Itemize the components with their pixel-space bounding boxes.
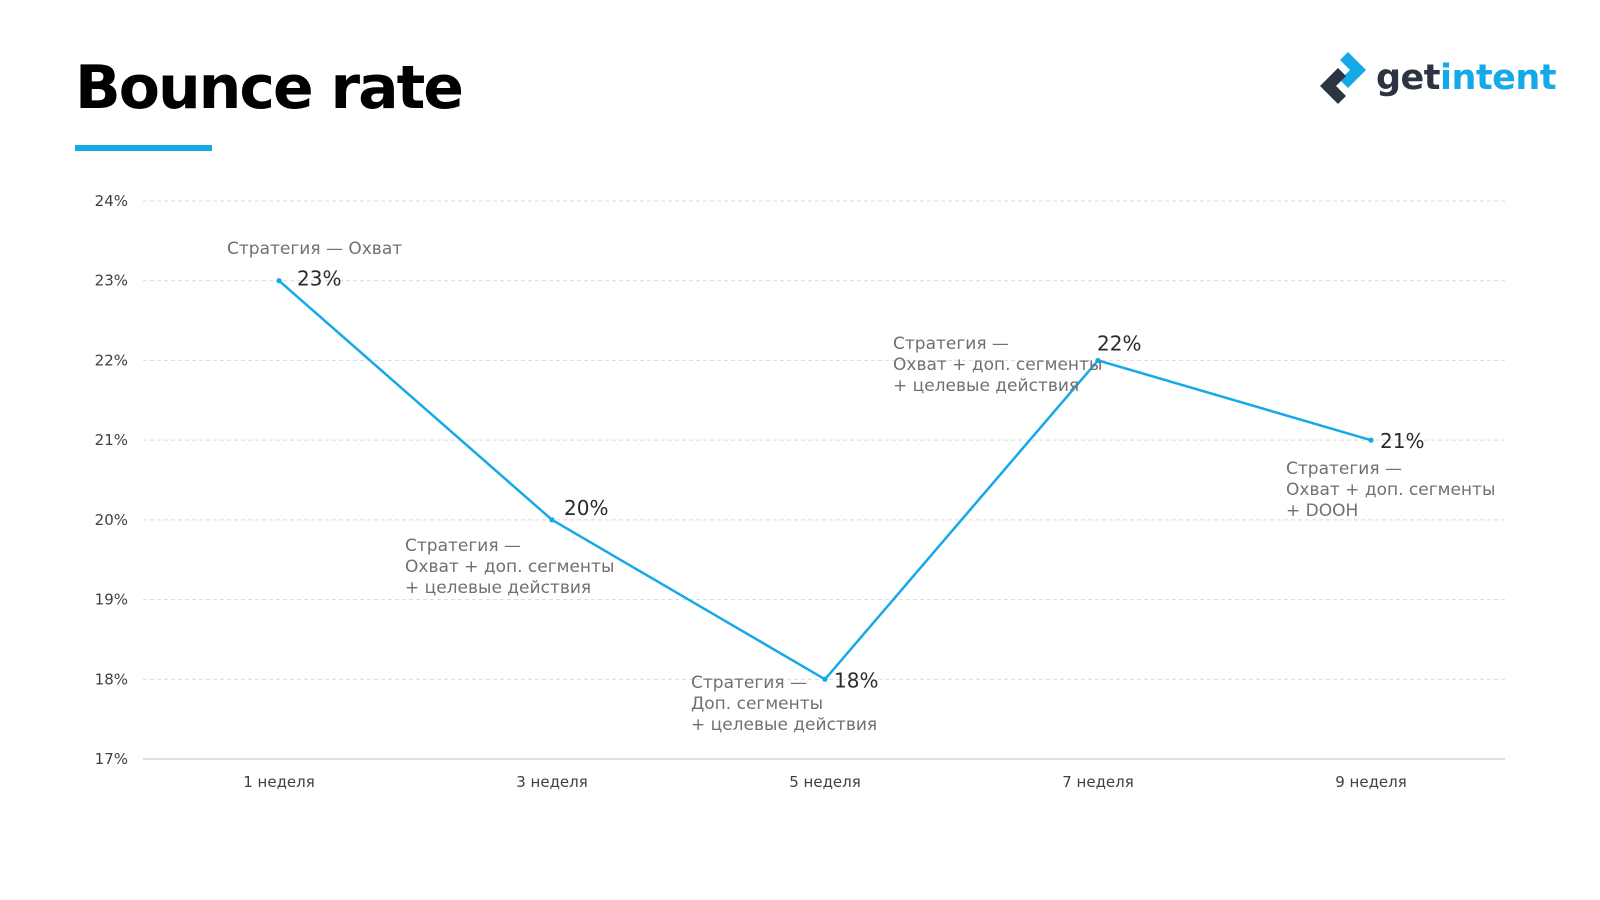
data-label: 20%	[564, 496, 608, 520]
strategy-annotation: Стратегия — Доп. сегменты + целевые действ…	[691, 673, 877, 735]
data-label: 21%	[1380, 429, 1424, 453]
y-tick-label: 20%	[95, 511, 128, 529]
data-label: 23%	[297, 267, 341, 291]
strategy-annotation: Стратегия — Охват + доп. сегменты + DOOH	[1286, 459, 1495, 521]
title-underline	[75, 145, 212, 151]
x-tick-label: 7 неделя	[1062, 773, 1134, 791]
series-line	[278, 279, 1372, 681]
strategy-annotation: Стратегия — Охват + доп. сегменты + целевы…	[893, 334, 1102, 396]
logo-text-intent: intent	[1440, 57, 1557, 98]
data-label: 18%	[834, 668, 878, 692]
y-tick-label: 22%	[95, 351, 128, 369]
x-tick-label: 9 неделя	[1335, 773, 1407, 791]
logo-wordmark: getintent	[1376, 57, 1557, 98]
y-tick-label: 23%	[95, 272, 128, 290]
y-tick-label: 18%	[95, 670, 128, 688]
data-point	[822, 676, 828, 682]
x-tick-label: 5 неделя	[789, 773, 861, 791]
y-tick-label: 21%	[95, 431, 128, 449]
data-point	[549, 517, 555, 523]
y-tick-label: 24%	[95, 192, 128, 210]
brand-logo: getintent	[1318, 50, 1557, 106]
data-label: 22%	[1097, 331, 1141, 355]
page-title: Bounce rate	[75, 53, 464, 123]
y-tick-label: 19%	[95, 591, 128, 609]
getintent-logo-icon	[1320, 52, 1366, 104]
strategy-annotation: Стратегия — Охват	[227, 239, 402, 259]
x-tick-label: 3 неделя	[516, 773, 588, 791]
data-point	[1095, 357, 1101, 364]
logo-text-get: get	[1376, 57, 1441, 98]
data-point	[1368, 437, 1374, 443]
y-tick-label: 17%	[95, 750, 128, 768]
strategy-annotation: Стратегия — Охват + доп. сегменты + целевы…	[405, 536, 614, 598]
x-tick-label: 1 неделя	[243, 773, 315, 791]
data-point	[276, 278, 282, 284]
